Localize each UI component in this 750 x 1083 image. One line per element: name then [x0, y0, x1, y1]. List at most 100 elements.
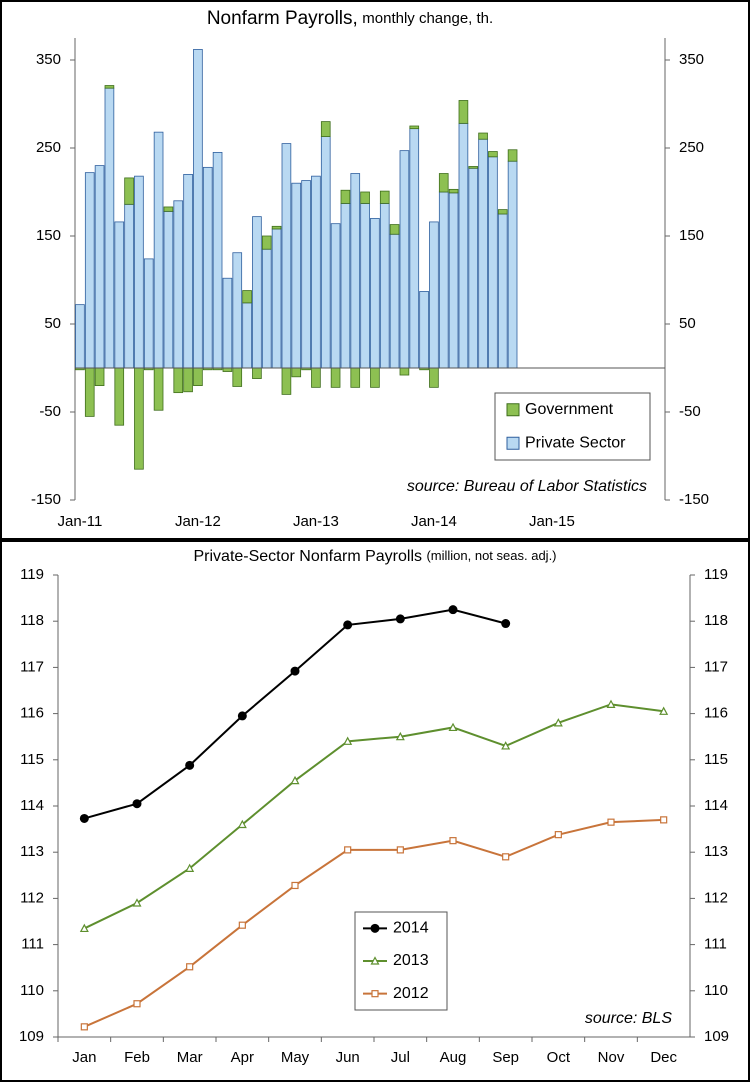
bar	[379, 190, 390, 204]
bar	[350, 173, 361, 369]
y2-tick-label: 109	[704, 1028, 729, 1045]
bar	[330, 367, 341, 388]
y-tick-label: 113	[20, 843, 44, 860]
point	[132, 799, 142, 809]
y-tick-label: 350	[36, 51, 61, 68]
bar	[448, 188, 459, 194]
x-tick-label: Jan-15	[529, 513, 575, 530]
bar	[212, 151, 223, 369]
bar	[340, 189, 351, 204]
chart-title: Nonfarm Payrolls, monthly change, th.	[207, 8, 493, 29]
bar	[320, 121, 331, 137]
legend-label: Government	[525, 401, 614, 418]
bar	[261, 235, 272, 250]
y-tick-label: 115	[20, 751, 44, 768]
y2-tick-label: 50	[679, 315, 696, 332]
bar	[429, 221, 439, 369]
x-tick-label: Mar	[177, 1049, 203, 1066]
x-tick-label: Sep	[492, 1049, 519, 1066]
point	[238, 921, 246, 929]
subtitle: (million, not seas. adj.)	[426, 548, 556, 563]
bar	[232, 252, 243, 369]
bar	[202, 166, 213, 369]
bar	[379, 203, 390, 369]
bar	[281, 143, 292, 369]
bar	[507, 160, 518, 369]
point	[343, 620, 353, 630]
bar	[271, 228, 282, 369]
x-tick-label: Jan-12	[175, 513, 221, 530]
bar	[497, 213, 508, 369]
x-tick-label: Aug	[440, 1049, 467, 1066]
bar	[291, 367, 302, 378]
bar	[143, 258, 154, 369]
y2-tick-label: 114	[704, 797, 728, 814]
bar	[134, 367, 144, 470]
x-tick-label: Jan-14	[411, 513, 457, 530]
bar	[340, 203, 351, 369]
bar	[370, 217, 380, 369]
bar	[478, 132, 488, 140]
bar	[478, 138, 488, 369]
bar	[330, 223, 341, 369]
x-tick-label: Oct	[547, 1049, 571, 1066]
title: Private-Sector Nonfarm Payrolls	[193, 548, 422, 565]
y-tick-label: 118	[20, 612, 44, 629]
bar	[438, 191, 449, 369]
bar	[448, 192, 459, 369]
bar	[104, 85, 115, 89]
y2-tick-label: 116	[704, 705, 728, 722]
bar	[193, 49, 203, 369]
bar	[173, 367, 184, 394]
bar	[409, 125, 420, 130]
point	[79, 923, 89, 933]
bar	[183, 367, 193, 393]
bar	[468, 167, 479, 369]
y2-tick-label: 250	[679, 139, 704, 156]
bar	[350, 367, 361, 388]
x-tick-label: Dec	[650, 1049, 677, 1066]
y-tick-label: -50	[39, 403, 61, 420]
bar	[134, 175, 144, 369]
legend-marker	[371, 990, 379, 998]
point	[448, 722, 458, 732]
bar	[242, 302, 252, 369]
point	[606, 699, 616, 708]
bar	[311, 367, 321, 388]
chart-title: Private-Sector Nonfarm Payrolls (million…	[193, 548, 556, 565]
point	[554, 831, 562, 839]
y2-tick-label: 118	[704, 612, 728, 629]
y2-tick-label: 113	[704, 843, 728, 860]
subtitle: monthly change, th.	[362, 10, 493, 27]
bar	[468, 166, 479, 169]
bar	[261, 248, 272, 369]
point	[501, 619, 511, 629]
bar	[94, 165, 105, 369]
point	[237, 711, 247, 721]
panel-frame	[0, 0, 750, 540]
bar	[399, 367, 410, 376]
bar	[271, 225, 282, 230]
point	[502, 853, 510, 861]
legend-label: 2013	[393, 952, 429, 969]
y2-tick-label: 111	[704, 936, 727, 953]
legend-label: 2012	[393, 985, 429, 1002]
title: Nonfarm Payrolls,	[207, 8, 358, 29]
legend-swatch	[506, 436, 520, 450]
y-tick-label: 109	[19, 1028, 44, 1045]
bar	[222, 277, 233, 369]
y-tick-label: 116	[20, 705, 44, 722]
y2-tick-label: 150	[679, 227, 704, 244]
legend-marker	[370, 923, 380, 933]
point	[290, 775, 300, 785]
bar	[311, 175, 321, 369]
point	[449, 837, 457, 845]
bar	[114, 221, 125, 369]
point	[290, 666, 300, 676]
y2-tick-label: 119	[704, 566, 728, 583]
y-tick-label: 50	[44, 315, 61, 332]
y-tick-label: 119	[20, 566, 44, 583]
bar	[94, 367, 105, 387]
bar	[458, 122, 469, 369]
x-tick-label: Jun	[336, 1049, 360, 1066]
